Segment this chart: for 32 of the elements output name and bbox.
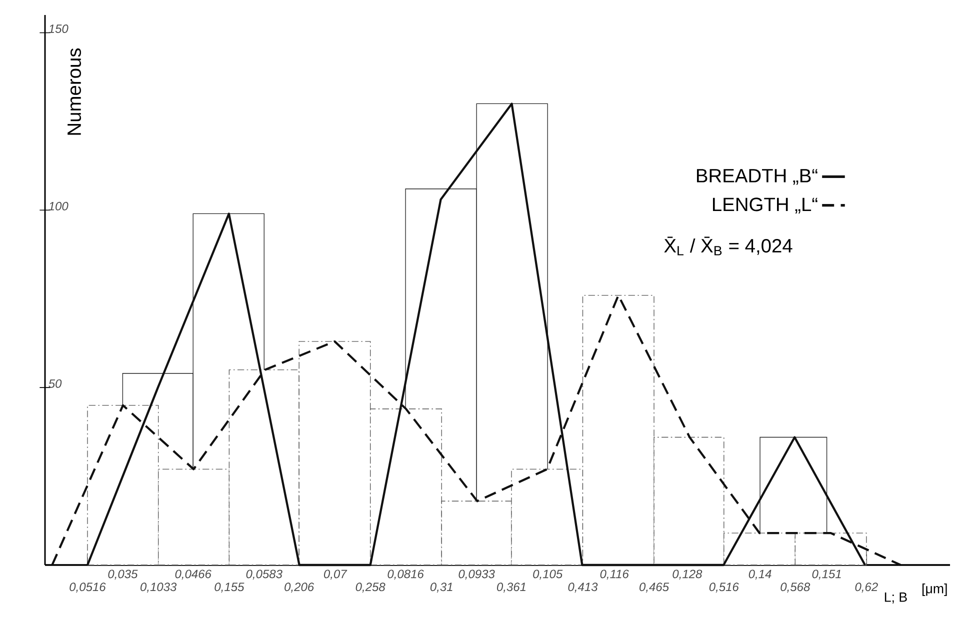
x-tick-label: 0,361 — [496, 582, 526, 593]
x-tick-label: 0,516 — [709, 582, 739, 593]
x2-tick-label: 0,128 — [672, 570, 702, 580]
x2-tick-label: 0,035 — [108, 570, 138, 580]
x-tick-label: 0,413 — [568, 582, 598, 593]
y-tick-label: 150 — [48, 24, 68, 33]
x-tick-label: 0,206 — [284, 582, 314, 593]
legend-label: LENGTH „L“ — [712, 198, 818, 214]
x-axis-title: L; B — [884, 592, 907, 604]
x2-tick-label: 0,0816 — [388, 570, 424, 580]
x-tick-label: 0,258 — [356, 582, 386, 593]
x2-tick-label: 0,0583 — [246, 570, 282, 580]
text: [μm] — [922, 584, 947, 596]
legend-label: BREADTH „B“ — [696, 169, 818, 185]
x2-tick-label: 0,07 — [324, 570, 348, 580]
x-tick-label: 0,31 — [430, 582, 452, 593]
y-tick-label: 100 — [48, 202, 68, 210]
y-axis-title: Numerous — [68, 48, 82, 135]
annotation: X̄$_{L}$ / X̄$_{B}$ = 4,024 — [664, 236, 792, 256]
x-tick-label: 0,568 — [780, 582, 810, 593]
x2-tick-label: 0,0466 — [175, 570, 212, 580]
x2-tick-label: 0,116 — [600, 570, 629, 580]
x2-tick-label: 0,14 — [748, 570, 772, 580]
x-tick-label: 0,1033 — [140, 582, 177, 593]
x2-tick-label: 0,105 — [533, 570, 563, 580]
y-tick-label: 50 — [48, 379, 62, 388]
x-tick-label: 0,155 — [214, 582, 244, 593]
x-tick-label: 0,0516 — [70, 582, 106, 593]
x2-tick-label: 0,0933 — [458, 570, 495, 580]
x2-tick-label: 0,151 — [812, 570, 841, 580]
x-tick-label: 0,465 — [640, 582, 670, 593]
x-tick-label: 0,62 — [855, 582, 878, 593]
